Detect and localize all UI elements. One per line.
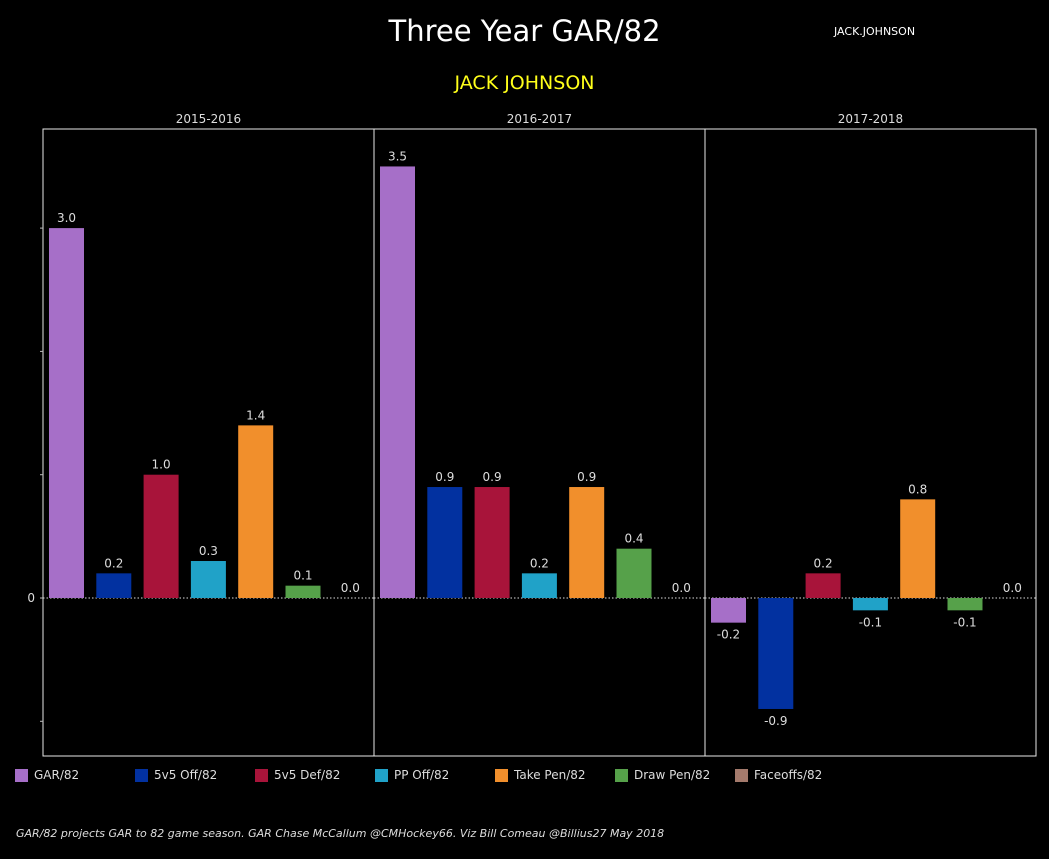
legend-label: Take Pen/82 (514, 768, 586, 782)
data-label: 0.9 (435, 470, 454, 484)
data-label: 0.8 (908, 482, 927, 496)
data-label: 0.0 (672, 581, 691, 595)
data-label: 0.0 (1003, 581, 1022, 595)
bar (711, 598, 746, 623)
legend-swatch (375, 768, 388, 782)
legend-swatch (135, 768, 148, 782)
data-label: 0.1 (293, 569, 312, 583)
data-label: -0.9 (764, 714, 787, 728)
data-label: 0.9 (577, 470, 596, 484)
panel-header: 2016-2017 (507, 112, 572, 126)
data-label: 0.0 (341, 581, 360, 595)
data-label: -0.2 (717, 628, 740, 642)
legend-item: PP Off/82 (375, 768, 449, 782)
bar (49, 228, 84, 598)
legend-label: 5v5 Off/82 (154, 768, 218, 782)
legend-item: GAR/82 (15, 768, 79, 782)
player-name: JACK JOHNSON (454, 72, 595, 94)
bar (521, 573, 557, 598)
legend-swatch (615, 768, 628, 782)
bar (947, 598, 983, 611)
bar (569, 487, 605, 598)
bar (427, 487, 463, 598)
bar (852, 598, 888, 611)
panel-header: 2015-2016 (176, 112, 241, 126)
legend-label: GAR/82 (34, 768, 80, 782)
data-label: 0.2 (104, 556, 123, 570)
legend-item: 5v5 Def/82 (255, 768, 340, 782)
panel-header: 2017-2018 (838, 112, 903, 126)
legend-swatch (255, 768, 268, 782)
data-label: 0.9 (483, 470, 502, 484)
bar (143, 474, 179, 598)
bar (805, 573, 841, 598)
bar (474, 487, 510, 598)
y-tick-label: 0 (27, 591, 35, 605)
chart-title: Three Year GAR/82 (388, 14, 661, 48)
bar (616, 548, 652, 598)
legend: GAR/82 5v5 Off/82 5v5 Def/82 PP Off/82 Take … (15, 768, 1035, 786)
bar (96, 573, 132, 598)
legend-item: Faceoffs/82 (735, 768, 822, 782)
bar (285, 585, 321, 598)
player-tag: JACK.JOHNSON (834, 25, 916, 38)
data-label: 3.0 (57, 211, 76, 225)
footer-note: GAR/82 projects GAR to 82 game season. G… (16, 827, 665, 840)
bar (758, 598, 794, 709)
legend-label: PP Off/82 (394, 768, 450, 782)
data-label: 0.2 (814, 556, 833, 570)
legend-label: 5v5 Def/82 (274, 768, 341, 782)
bar (190, 561, 226, 598)
legend-label: Draw Pen/82 (634, 768, 711, 782)
data-label: 1.0 (152, 458, 171, 472)
bar (900, 499, 936, 598)
legend-item: Take Pen/82 (495, 768, 586, 782)
data-label: -0.1 (859, 615, 882, 629)
legend-item: Draw Pen/82 (615, 768, 710, 782)
data-label: 0.4 (624, 532, 643, 546)
legend-swatch (735, 768, 748, 782)
data-label: 3.5 (388, 149, 407, 163)
bar (380, 166, 415, 598)
data-label: -0.1 (953, 615, 976, 629)
bar (238, 425, 274, 598)
legend-swatch (495, 768, 508, 782)
data-label: 1.4 (246, 408, 265, 422)
data-label: 0.2 (530, 556, 549, 570)
legend-item: 5v5 Off/82 (135, 768, 217, 782)
legend-label: Faceoffs/82 (754, 768, 823, 782)
data-label: 0.3 (199, 544, 218, 558)
legend-swatch (15, 768, 28, 782)
plot-frame (42, 128, 1037, 757)
